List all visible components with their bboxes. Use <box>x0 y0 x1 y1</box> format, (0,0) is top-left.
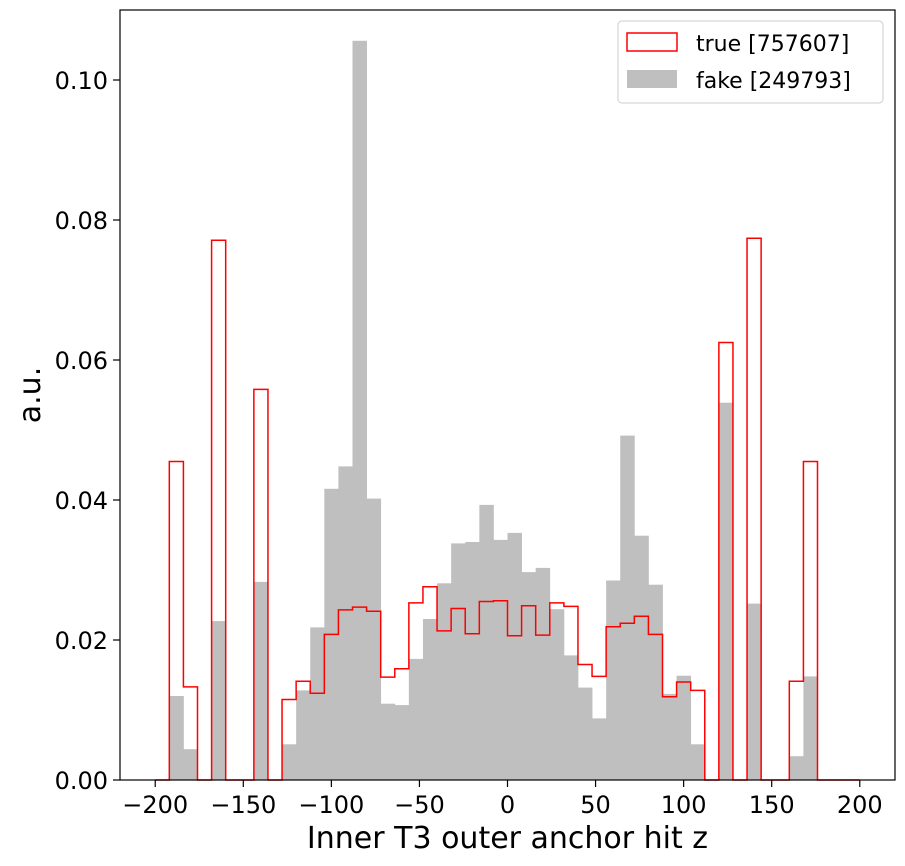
legend-label-true: true [757607] <box>696 32 849 57</box>
fake-bar <box>521 572 537 780</box>
legend-label-fake: fake [249793] <box>696 69 851 94</box>
y-tick-label: 0.10 <box>55 67 108 95</box>
y-tick-label: 0.04 <box>55 487 108 515</box>
fake-bar <box>577 687 593 780</box>
fake-bar <box>634 535 649 780</box>
fake-bar <box>310 627 325 780</box>
x-axis-label: Inner T3 outer anchor hit z <box>307 821 708 856</box>
fake-bar <box>437 583 452 780</box>
x-tick-label: −100 <box>298 791 364 819</box>
fake-bar <box>563 655 579 780</box>
fake-series-bars <box>169 40 818 781</box>
x-tick-label: 100 <box>661 791 707 819</box>
fake-bar <box>803 676 818 780</box>
legend-box <box>617 20 884 104</box>
fake-bar <box>296 690 311 780</box>
x-tick-label: −200 <box>122 791 188 819</box>
legend-swatch-true <box>626 32 678 52</box>
fake-bar <box>183 749 198 780</box>
fake-bar <box>338 466 353 780</box>
x-axis-ticks: −200 −150 −100 −50 0 50 100 150 200 <box>122 780 883 819</box>
fake-bar <box>676 675 692 780</box>
x-tick-label: 200 <box>837 791 883 819</box>
fake-bar <box>366 498 382 780</box>
fake-bar <box>451 543 466 780</box>
fake-bar <box>648 584 663 780</box>
x-tick-label: 0 <box>500 791 515 819</box>
fake-bar <box>479 504 494 780</box>
fake-bar <box>380 703 396 780</box>
x-tick-label: 150 <box>749 791 795 819</box>
fake-bar <box>169 696 184 780</box>
fake-bar <box>690 744 706 780</box>
fake-bar <box>747 603 762 780</box>
fake-bar <box>718 402 734 780</box>
legend: true [757607] fake [249793] <box>617 20 884 104</box>
fake-bar <box>422 619 438 780</box>
fake-bar <box>592 718 607 780</box>
x-tick-label: −150 <box>210 791 276 819</box>
x-tick-label: −50 <box>394 791 445 819</box>
fake-bar <box>394 705 410 780</box>
fake-bar <box>549 609 565 780</box>
fake-bar <box>535 567 551 780</box>
y-tick-label: 0.00 <box>55 767 108 795</box>
fake-bar <box>408 658 424 780</box>
y-axis-ticks: 0.00 0.02 0.04 0.06 0.08 0.10 <box>55 67 120 795</box>
fake-bar <box>352 40 367 781</box>
fake-bar <box>493 539 508 780</box>
fake-bar <box>789 756 804 780</box>
fake-bar <box>253 581 269 780</box>
fake-bar <box>662 693 677 780</box>
fake-bar <box>620 435 635 780</box>
x-tick-label: 50 <box>580 791 611 819</box>
fake-bar <box>465 542 480 780</box>
y-axis-label: a.u. <box>13 367 48 423</box>
fake-bar <box>606 580 621 780</box>
fake-bar <box>282 744 297 780</box>
y-tick-label: 0.06 <box>55 347 108 375</box>
y-tick-label: 0.08 <box>55 207 108 235</box>
y-tick-label: 0.02 <box>55 627 108 655</box>
fake-bar <box>507 532 522 780</box>
fake-bar <box>211 621 227 780</box>
legend-swatch-fake <box>627 70 677 88</box>
